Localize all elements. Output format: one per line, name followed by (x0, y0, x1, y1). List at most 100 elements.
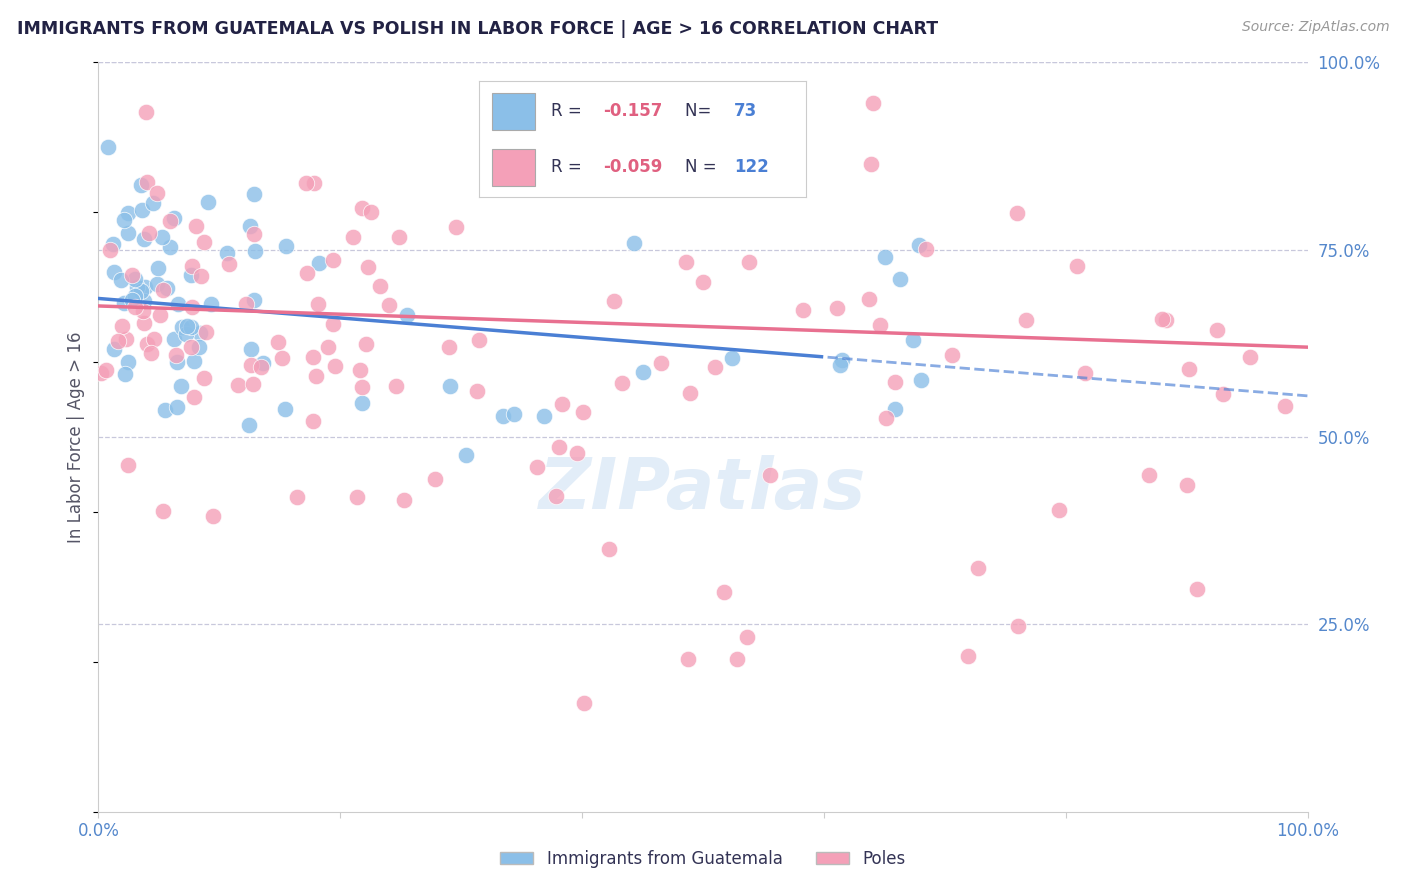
Point (165, 348, 187, 362)
Point (792, 303, 814, 318)
Point (163, 332, 186, 346)
Point (217, 246, 239, 260)
Point (735, 630, 758, 644)
Point (1007, 619, 1029, 633)
Point (571, 405, 593, 419)
Point (357, 260, 380, 274)
Point (304, 176, 326, 190)
Point (274, 238, 297, 252)
Point (112, 212, 135, 227)
Point (889, 272, 911, 286)
Point (322, 317, 344, 331)
Point (437, 340, 460, 354)
Point (956, 648, 979, 663)
Point (252, 356, 274, 370)
Point (1178, 362, 1201, 376)
Point (162, 211, 184, 225)
Point (159, 214, 181, 228)
Point (166, 297, 188, 311)
Point (180, 340, 202, 354)
Point (159, 239, 181, 253)
Point (633, 365, 655, 379)
Point (132, 316, 155, 330)
Point (346, 490, 368, 504)
Point (388, 229, 411, 244)
Point (468, 333, 491, 347)
Point (301, 350, 323, 364)
Point (910, 373, 932, 387)
Point (567, 445, 589, 459)
Point (676, 652, 699, 666)
Point (308, 256, 330, 270)
Point (194, 325, 217, 339)
Point (502, 408, 524, 422)
Point (533, 409, 555, 423)
Point (110, 273, 132, 287)
Point (114, 367, 136, 381)
Point (304, 369, 326, 384)
Point (392, 492, 415, 507)
Point (200, 297, 222, 311)
Point (349, 363, 371, 377)
Point (574, 696, 596, 710)
Point (526, 459, 548, 474)
Point (142, 196, 165, 211)
Point (176, 326, 198, 341)
Point (97, 140, 120, 154)
Point (295, 176, 318, 190)
Text: IMMIGRANTS FROM GUATEMALA VS POLISH IN LABOR FORCE | AGE > 16 CORRELATION CHART: IMMIGRANTS FROM GUATEMALA VS POLISH IN L… (17, 20, 938, 37)
Point (352, 201, 374, 215)
Point (166, 354, 188, 368)
Point (134, 280, 156, 294)
Point (112, 296, 135, 310)
Point (124, 289, 146, 303)
Point (875, 411, 897, 425)
Point (1139, 467, 1161, 482)
Point (1007, 206, 1029, 220)
Point (239, 358, 262, 372)
Point (135, 337, 157, 351)
Point (423, 472, 446, 486)
Point (1187, 582, 1209, 597)
Point (117, 206, 139, 220)
Point (439, 379, 461, 393)
Point (138, 226, 160, 240)
Point (287, 490, 309, 504)
Point (444, 219, 467, 234)
Point (704, 360, 727, 375)
Point (143, 332, 166, 346)
Point (193, 371, 215, 385)
Point (132, 293, 155, 308)
Point (146, 261, 169, 276)
Point (274, 402, 297, 417)
Text: Source: ZipAtlas.com: Source: ZipAtlas.com (1241, 20, 1389, 34)
Point (603, 294, 626, 309)
Point (720, 351, 742, 365)
Point (1015, 313, 1038, 327)
Point (170, 379, 193, 393)
Legend: Immigrants from Guatemala, Poles: Immigrants from Guatemala, Poles (494, 844, 912, 875)
Point (713, 120, 735, 134)
Point (548, 440, 571, 454)
Point (183, 390, 205, 404)
Point (117, 355, 139, 369)
Point (188, 340, 211, 354)
Point (465, 384, 488, 398)
Point (180, 320, 202, 334)
Point (875, 250, 897, 264)
Point (759, 468, 782, 483)
Point (941, 348, 963, 362)
Point (98, 243, 121, 257)
Point (181, 259, 204, 273)
Point (226, 378, 249, 392)
Point (692, 275, 714, 289)
Point (201, 509, 224, 524)
Point (271, 351, 294, 365)
Point (862, 95, 884, 110)
Point (295, 266, 318, 280)
Point (243, 186, 266, 201)
Point (153, 403, 176, 417)
Point (131, 178, 153, 192)
Point (883, 402, 905, 417)
Point (132, 304, 155, 318)
